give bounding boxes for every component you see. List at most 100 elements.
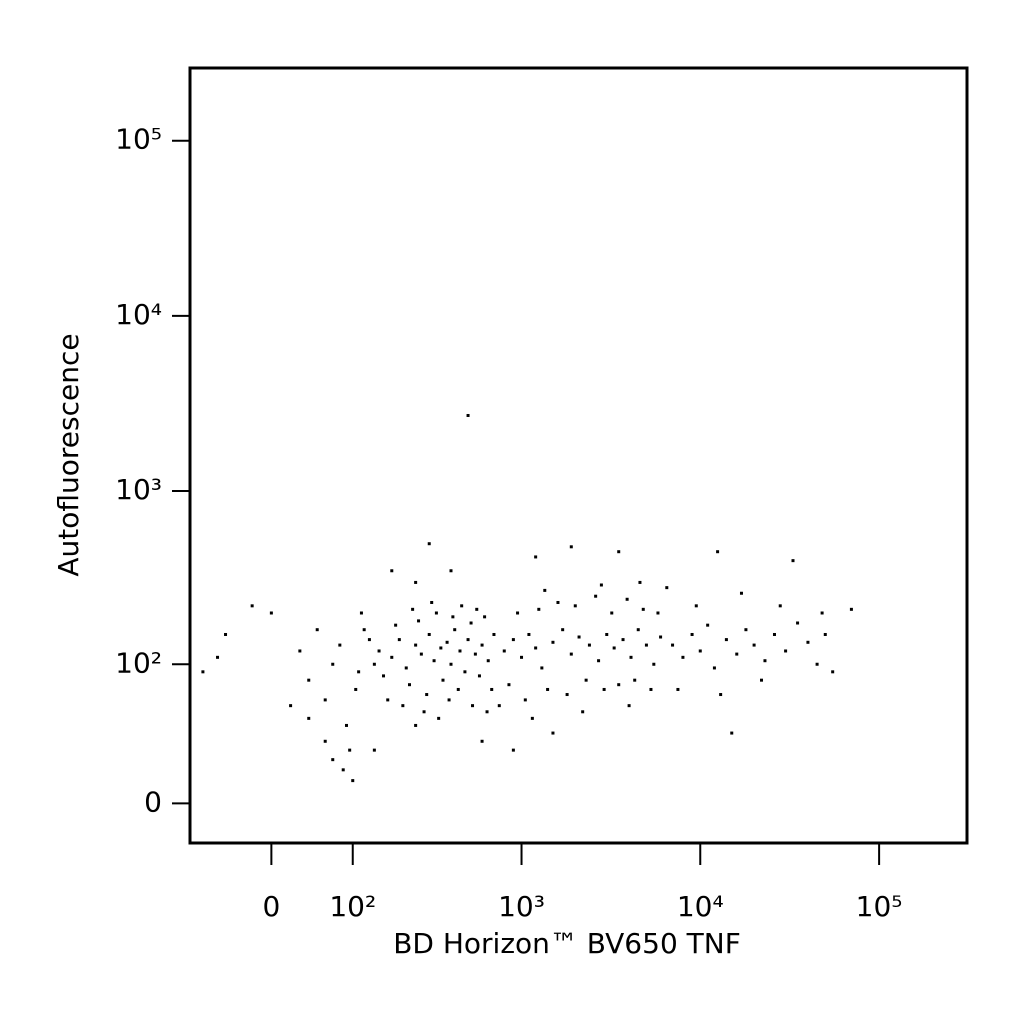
dot [597, 659, 601, 663]
dot [475, 607, 479, 611]
dot [441, 678, 445, 682]
dot [427, 632, 431, 636]
dot [348, 748, 352, 752]
dot [341, 768, 345, 772]
dot [676, 687, 680, 691]
dot [739, 591, 743, 595]
dot [659, 635, 663, 639]
dot [432, 659, 436, 663]
dot [698, 649, 702, 653]
dot [772, 632, 776, 636]
dot [796, 621, 800, 625]
dot [760, 678, 764, 682]
dot [315, 628, 319, 632]
dot [359, 611, 363, 615]
dot [201, 670, 205, 674]
dot [735, 652, 739, 656]
dot [425, 693, 429, 697]
dot [523, 698, 527, 702]
y-tick-label: 10³ [115, 473, 162, 506]
dot [649, 687, 653, 691]
dot [480, 739, 484, 743]
dot [422, 710, 426, 714]
dot [791, 559, 795, 563]
dot [569, 545, 573, 549]
dot [473, 652, 477, 656]
dot [331, 758, 335, 762]
dot [471, 704, 475, 708]
dot [485, 710, 489, 714]
dot [627, 704, 631, 708]
dot [331, 662, 335, 666]
dot [617, 550, 621, 554]
dot [511, 748, 515, 752]
dot [815, 662, 819, 666]
x-axis-label: BD Horizon™ BV650 TNF [393, 927, 741, 960]
dot [477, 674, 481, 678]
dot [507, 683, 511, 687]
dot [407, 683, 411, 687]
dot [730, 731, 734, 735]
dot [610, 611, 614, 615]
dot [690, 632, 694, 636]
dot [561, 628, 565, 632]
x-tick-label: 10⁴ [677, 890, 724, 923]
dot [486, 659, 490, 663]
dot [587, 643, 591, 647]
dot [516, 611, 520, 615]
dot [849, 607, 853, 611]
dot [460, 604, 464, 608]
dot [712, 666, 716, 670]
dot [806, 640, 810, 644]
dot [289, 704, 293, 708]
dot [577, 635, 581, 639]
dot [307, 678, 311, 682]
dot [323, 698, 327, 702]
dot [269, 611, 273, 615]
dot [546, 687, 550, 691]
y-tick-label: 10² [115, 646, 162, 679]
dot [502, 649, 506, 653]
dot [372, 662, 376, 666]
dot [820, 611, 824, 615]
x-tick-label: 10² [329, 890, 376, 923]
dot [427, 542, 431, 546]
dot [390, 569, 394, 573]
dot [823, 632, 827, 636]
dot [625, 597, 629, 601]
dot [551, 731, 555, 735]
dot [483, 615, 487, 619]
dot [527, 632, 531, 636]
dot [456, 687, 460, 691]
dot [338, 643, 342, 647]
dot [394, 623, 398, 627]
dot [401, 704, 405, 708]
dot [357, 670, 361, 674]
dot [694, 604, 698, 608]
dot [419, 652, 423, 656]
dot [520, 655, 524, 659]
dot [602, 687, 606, 691]
dot [636, 628, 640, 632]
dot [511, 638, 515, 642]
dot [417, 619, 421, 623]
dot [719, 693, 723, 697]
dot [633, 678, 637, 682]
y-axis-label: Autofluorescence [52, 333, 85, 576]
dot [551, 640, 555, 644]
dot [439, 646, 443, 650]
dot [386, 698, 390, 702]
dot [430, 600, 434, 604]
x-tick-label: 10⁵ [856, 890, 903, 923]
dot [681, 655, 685, 659]
dot [652, 662, 656, 666]
dot [445, 640, 449, 644]
dot [447, 698, 451, 702]
dot [451, 615, 455, 619]
y-tick-label: 10⁴ [115, 298, 162, 331]
dot [641, 607, 645, 611]
dot [354, 687, 358, 691]
x-tick-label: 0 [262, 890, 280, 923]
dot [404, 666, 408, 670]
dot [644, 643, 648, 647]
